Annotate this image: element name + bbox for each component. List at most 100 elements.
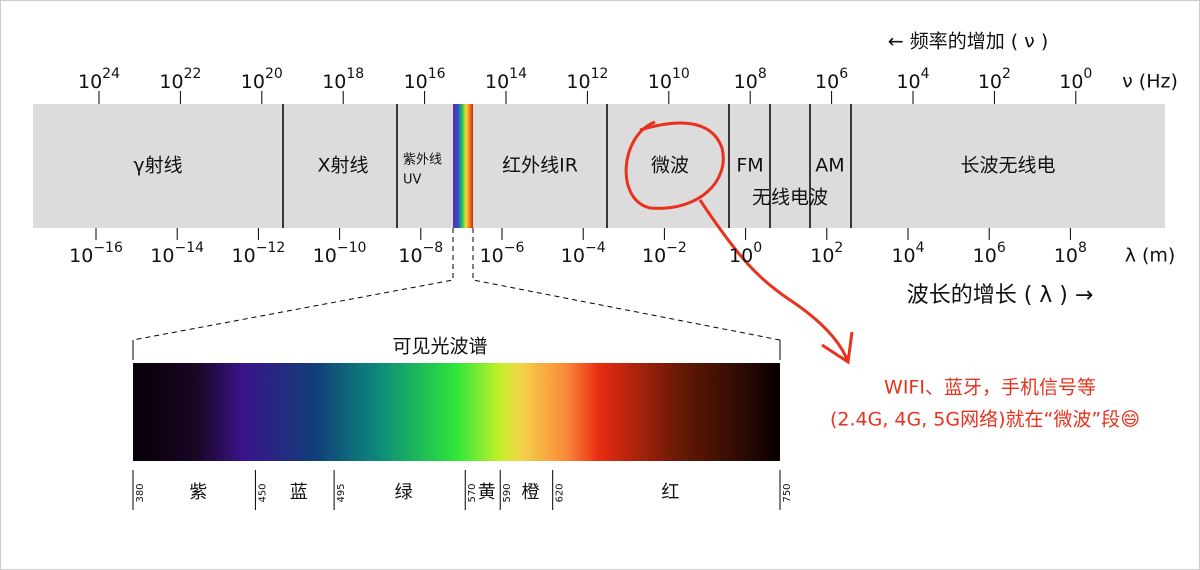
tick-exp: 18 xyxy=(346,66,364,82)
tick-base: 10 xyxy=(313,245,337,267)
color-label: 黄 xyxy=(478,482,496,503)
tick-base: 10 xyxy=(480,245,504,267)
frequency-title: ← 频率的增加 ( ν ) xyxy=(888,31,1049,53)
tick-base: 10 xyxy=(322,71,346,93)
tick-label: 1010 xyxy=(648,66,690,93)
spectrum-band xyxy=(33,104,1165,228)
tick-base: 10 xyxy=(973,245,997,267)
color-label: 红 xyxy=(661,482,679,503)
tick-label: 1014 xyxy=(485,66,527,93)
tick-exp: 4 xyxy=(921,66,930,82)
region-label: 红外线IR xyxy=(502,155,578,177)
visible-strip xyxy=(453,104,473,228)
region-label: 长波无线电 xyxy=(960,155,1055,177)
tick-exp: −8 xyxy=(423,240,444,256)
tick-label: 1018 xyxy=(322,66,364,93)
bracket xyxy=(132,340,781,360)
tick-label: 102 xyxy=(810,240,843,267)
tick-label: 10−8 xyxy=(398,240,443,267)
annotation-line: (2.4G, 4G, 5G网络)就在“微波”段😄 xyxy=(830,409,1140,431)
tick-exp: 6 xyxy=(997,240,1006,256)
tick-base: 10 xyxy=(1054,245,1078,267)
tick-exp: 14 xyxy=(509,66,527,82)
tick-base: 10 xyxy=(241,71,265,93)
tick-base: 10 xyxy=(404,71,428,93)
tick-base: 10 xyxy=(485,71,509,93)
tick-label: 1012 xyxy=(566,66,608,93)
tick-base: 10 xyxy=(896,71,920,93)
color-label: 蓝 xyxy=(290,482,308,503)
wavelength-title: 波长的增长 ( λ ) → xyxy=(907,283,1094,308)
tick-label: 108 xyxy=(1054,240,1087,267)
wavelength-unit: λ (m) xyxy=(1125,245,1176,267)
visible-tick-label: 620 xyxy=(555,483,566,502)
tick-label: 10−10 xyxy=(313,240,367,267)
tick-base: 10 xyxy=(398,245,422,267)
tick-base: 10 xyxy=(815,71,839,93)
tick-exp: 8 xyxy=(1078,240,1087,256)
tick-exp: 6 xyxy=(839,66,848,82)
tick-base: 10 xyxy=(642,245,666,267)
tick-exp: −12 xyxy=(256,240,286,256)
tick-base: 10 xyxy=(566,71,590,93)
tick-label: 10−14 xyxy=(150,240,204,267)
region-label: UV xyxy=(403,173,422,188)
tick-base: 10 xyxy=(78,71,102,93)
tick-base: 10 xyxy=(978,71,1002,93)
region-label: 无线电波 xyxy=(752,187,828,209)
tick-label: 10−16 xyxy=(69,240,123,267)
annotation-line: WIFI、蓝牙，手机信号等 xyxy=(884,377,1096,399)
tick-label: 10−6 xyxy=(480,240,525,267)
tick-base: 10 xyxy=(810,245,834,267)
tick-exp: 2 xyxy=(834,240,843,256)
tick-label: 100 xyxy=(1059,66,1092,93)
tick-label: 1020 xyxy=(241,66,283,93)
tick-label: 1022 xyxy=(159,66,201,93)
tick-exp: −10 xyxy=(337,240,367,256)
visible-tick-label: 590 xyxy=(502,483,513,502)
tick-exp: −16 xyxy=(93,240,123,256)
dividers xyxy=(282,104,852,228)
tick-label: 102 xyxy=(978,66,1011,93)
visible-tick-label: 750 xyxy=(782,483,793,502)
tick-label: 10−2 xyxy=(642,240,687,267)
tick-base: 10 xyxy=(150,245,174,267)
tick-base: 10 xyxy=(159,71,183,93)
tick-base: 10 xyxy=(69,245,93,267)
visible-tick-label: 450 xyxy=(257,483,268,502)
region-label: 微波 xyxy=(651,155,689,177)
tick-label: 10−12 xyxy=(232,240,286,267)
tick-label: 100 xyxy=(729,240,762,267)
tick-base: 10 xyxy=(232,245,256,267)
tick-exp: 20 xyxy=(265,66,283,82)
tick-label: 10−4 xyxy=(561,240,606,267)
visible-title: 可见光波谱 xyxy=(392,336,487,358)
tick-exp: 8 xyxy=(758,66,767,82)
visible-tick-label: 570 xyxy=(467,483,478,502)
tick-label: 106 xyxy=(815,66,848,93)
tick-base: 10 xyxy=(561,245,585,267)
region-label: FM xyxy=(736,155,763,177)
tick-base: 10 xyxy=(891,245,915,267)
tick-exp: 16 xyxy=(428,66,446,82)
tick-exp: −2 xyxy=(666,240,687,256)
tick-label: 104 xyxy=(896,66,929,93)
tick-exp: 10 xyxy=(672,66,690,82)
tick-label: 108 xyxy=(734,66,767,93)
circle-annotation xyxy=(624,120,725,210)
tick-exp: 0 xyxy=(1083,66,1092,82)
tick-base: 10 xyxy=(1059,71,1083,93)
tick-exp: −4 xyxy=(585,240,606,256)
tick-exp: 24 xyxy=(102,66,120,82)
arrow-annotation xyxy=(698,199,854,365)
tick-label: 1024 xyxy=(78,66,120,93)
region-label: 紫外线 xyxy=(403,153,442,168)
region-label: X射线 xyxy=(317,155,368,177)
tick-label: 1016 xyxy=(404,66,446,93)
tick-exp: −6 xyxy=(504,240,525,256)
region-label: γ射线 xyxy=(133,155,182,177)
tick-base: 10 xyxy=(729,245,753,267)
visible-tick-label: 495 xyxy=(336,483,347,502)
tick-exp: 4 xyxy=(916,240,925,256)
